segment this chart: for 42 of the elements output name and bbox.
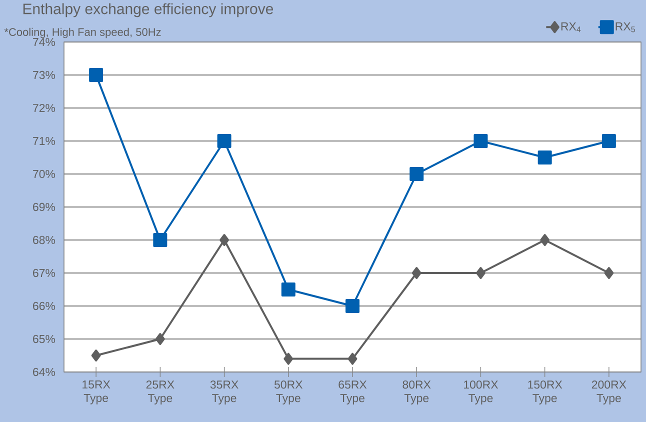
point bbox=[540, 234, 550, 246]
point bbox=[155, 333, 165, 345]
x-tick-label: 15RX Type bbox=[82, 380, 110, 404]
y-tick-label: 73% bbox=[33, 70, 56, 80]
y-tick-label: 70% bbox=[33, 170, 56, 178]
legend-label: RX$_{4}$ bbox=[561, 22, 581, 32]
point bbox=[220, 234, 230, 246]
point bbox=[474, 134, 488, 148]
point bbox=[604, 267, 614, 279]
chart-subtitle: *Cooling, High Fan speed, 50Hz bbox=[4, 28, 161, 38]
y-tick-label: 69% bbox=[33, 202, 56, 212]
x-tick-label: 65RX Type bbox=[338, 380, 367, 404]
y-tick-label: 67% bbox=[33, 268, 56, 278]
point bbox=[217, 134, 232, 148]
x-tick-label: 50RX Type bbox=[274, 380, 303, 404]
point bbox=[346, 299, 360, 313]
point bbox=[476, 267, 486, 279]
x-tick-label: 25RX Type bbox=[146, 380, 174, 404]
x-tick-label: 150RX Type bbox=[528, 380, 562, 404]
y-tick-label: 74% bbox=[33, 38, 56, 46]
x-tick-label: 80RX Type bbox=[402, 380, 431, 404]
y-tick-label: 71% bbox=[33, 136, 56, 146]
legend-label: RX$_{5}$ bbox=[616, 22, 635, 32]
point bbox=[281, 282, 296, 296]
point bbox=[410, 167, 424, 181]
point bbox=[412, 267, 422, 279]
y-tick-label: 72% bbox=[33, 104, 56, 112]
point bbox=[153, 233, 168, 247]
y-tick-label: 64% bbox=[33, 368, 56, 376]
point bbox=[348, 352, 358, 365]
point bbox=[89, 68, 104, 82]
point bbox=[284, 352, 294, 365]
x-tick-label: 100RX Type bbox=[464, 380, 498, 404]
point bbox=[91, 350, 101, 362]
y-tick-label: 66% bbox=[33, 302, 56, 310]
x-tick-label: 35RX Type bbox=[210, 380, 238, 404]
point bbox=[538, 150, 552, 164]
y-tick-label: 68% bbox=[33, 236, 56, 244]
chart-title: Enthalpy exchange efficiency improve bbox=[23, 3, 274, 18]
point bbox=[602, 134, 616, 148]
x-tick-label: 200RX Type bbox=[592, 380, 626, 404]
y-tick-label: 65% bbox=[33, 334, 56, 344]
